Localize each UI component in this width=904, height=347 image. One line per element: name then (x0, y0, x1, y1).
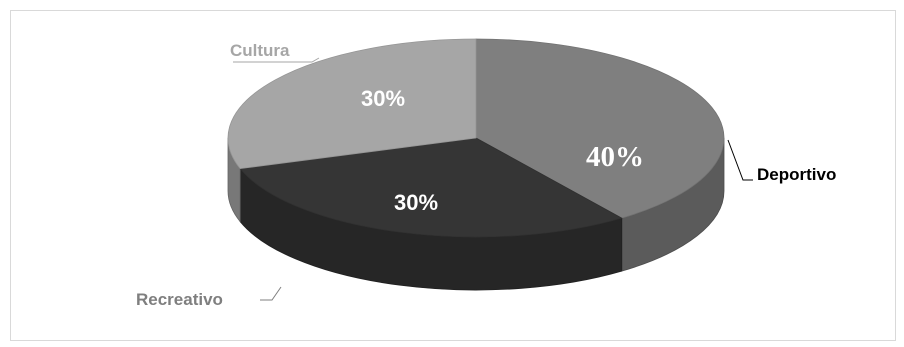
slice-cultura (227, 38, 477, 170)
leader-lines (233, 57, 753, 301)
category-label-cultura: Cultura (230, 41, 290, 60)
leader-line-deportivo (727, 139, 753, 181)
data-label-deportivo: 40% (586, 141, 644, 173)
data-label-cultura: 30% (361, 86, 405, 111)
leader-line-recreativo (260, 286, 282, 301)
category-label-deportivo: Deportivo (757, 165, 836, 184)
slice-recreativo (239, 137, 623, 238)
category-label-recreativo: Recreativo (136, 290, 223, 309)
slice-deportivo (475, 38, 725, 219)
pie-top-layer (227, 38, 725, 238)
data-label-recreativo: 30% (394, 190, 438, 215)
leader-line-cultura (233, 57, 320, 63)
